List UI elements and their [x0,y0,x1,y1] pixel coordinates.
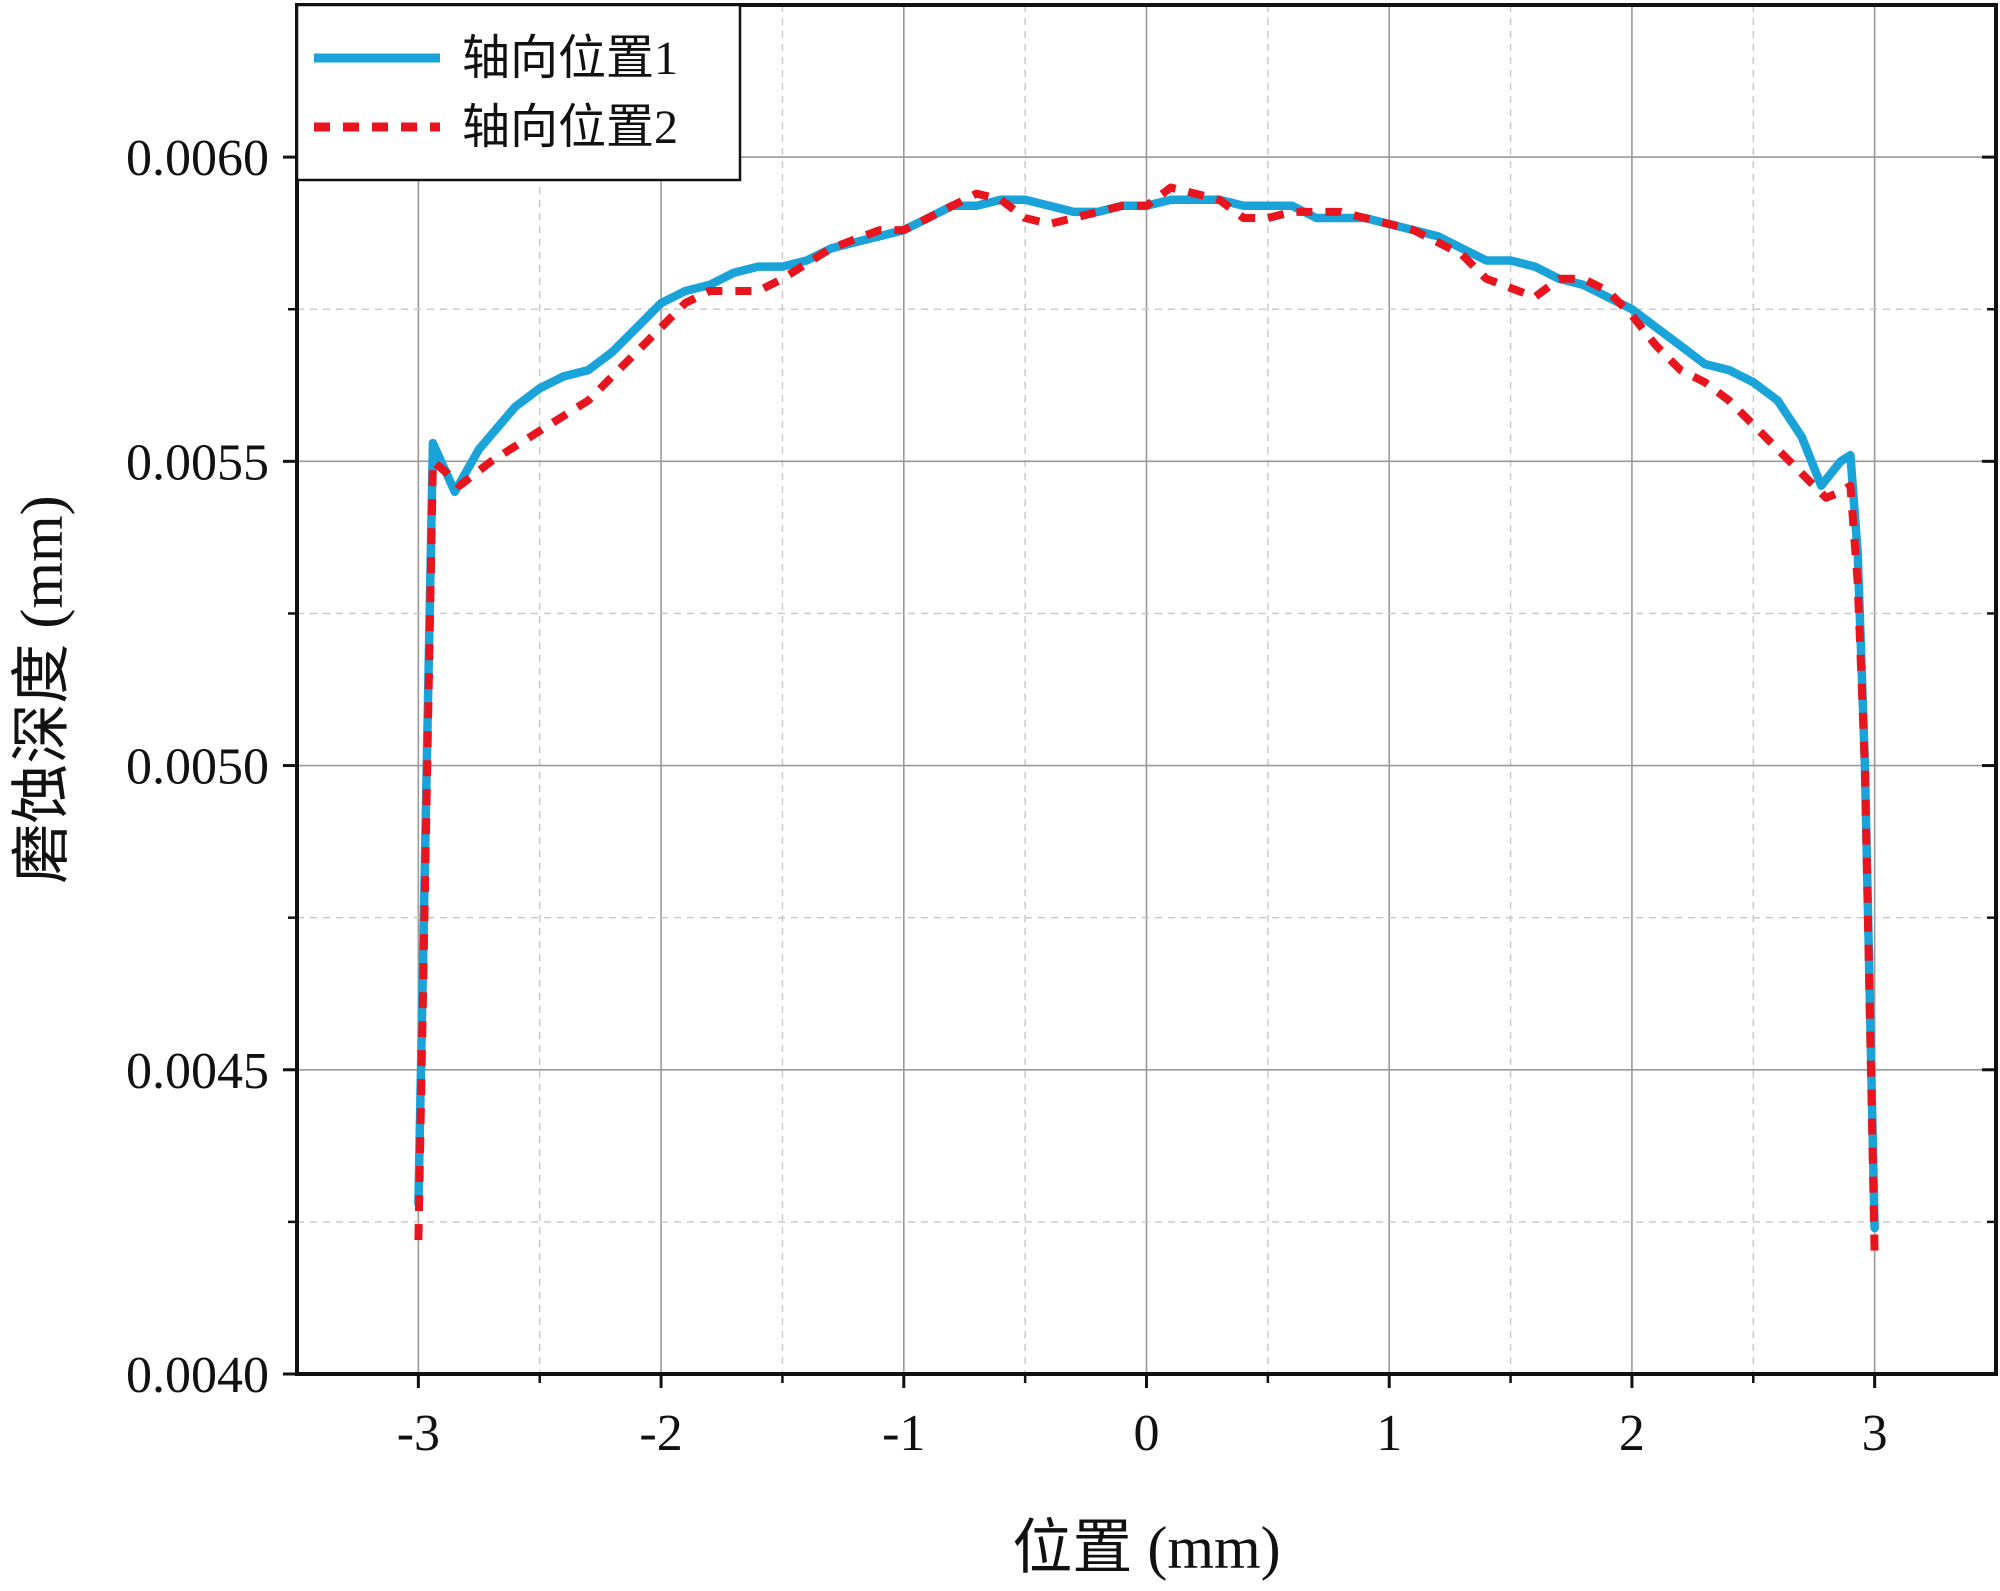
plot-series [414,183,1879,1253]
y-axis-title: 磨蚀深度 (mm) [9,495,75,883]
x-tick-label: 2 [1619,1405,1645,1462]
legend: 轴向位置1 轴向位置2 [295,3,742,182]
x-tick-label: -2 [639,1405,682,1462]
y-tick-label: 0.0040 [126,1347,269,1404]
x-tick-label: -3 [397,1405,440,1462]
x-axis-title: 位置 (mm) [1012,1515,1280,1581]
x-tick-label: 3 [1862,1405,1888,1462]
y-tick-label: 0.0045 [126,1043,269,1100]
y-tick-label: 0.0050 [126,739,269,796]
y-tick-label: 0.0060 [126,130,269,187]
legend-label-series-1: 轴向位置1 [462,32,678,85]
x-tick-label: 1 [1376,1405,1402,1462]
series-line-2 [414,183,1879,1253]
legend-label-series-2: 轴向位置2 [462,101,678,154]
axis-ticks: -3 -2 -1 0 1 2 3 0.0040 0.0045 0.0050 0.0055 0.0060 [126,130,1996,1462]
series-line-1 [414,195,1879,1233]
x-tick-label: 0 [1134,1405,1160,1462]
y-tick-label: 0.0055 [126,434,269,491]
x-tick-label: -1 [882,1405,925,1462]
legend-box [295,3,742,182]
